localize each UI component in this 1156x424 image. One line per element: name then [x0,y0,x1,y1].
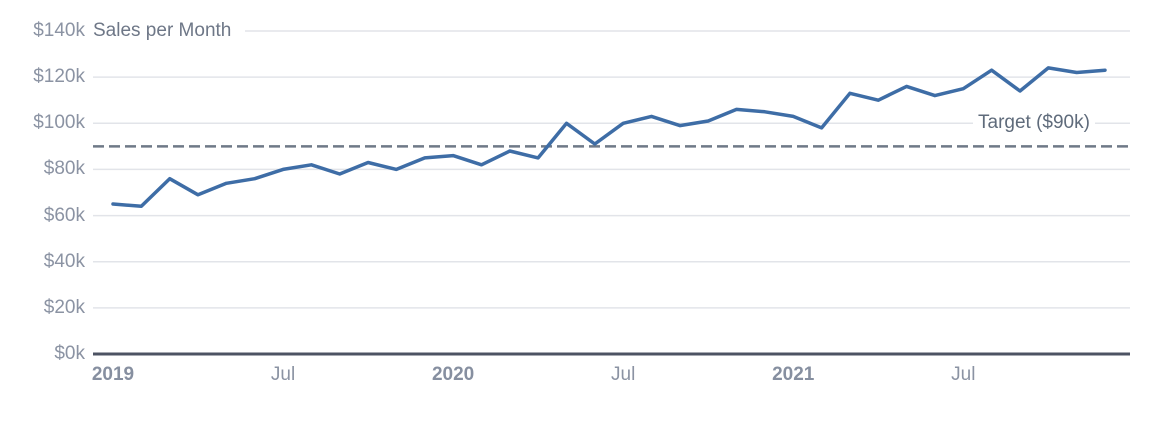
x-tick-label: 2020 [431,364,475,385]
x-tick-label: 2019 [91,364,135,385]
y-tick-label: $0k [54,343,85,364]
y-tick-label: $60k [43,204,85,226]
sales-line [111,66,1107,209]
y-tick-label: $140k [33,20,85,41]
y-tick-label: $40k [43,250,85,272]
y-tick-label: $80k [43,158,85,180]
x-tick-label: 2021 [772,364,815,385]
y-tick-label: $20k [43,296,85,318]
y-tick-label: $100k [33,112,85,134]
x-tick-label: Jul [951,364,976,385]
x-tick-label: Jul [611,364,636,385]
y-tick-label: $120k [33,66,85,88]
target-label: Target ($90k) [973,112,1095,134]
chart-title: Sales per Month [93,20,246,42]
x-tick-label: Jul [270,364,296,385]
